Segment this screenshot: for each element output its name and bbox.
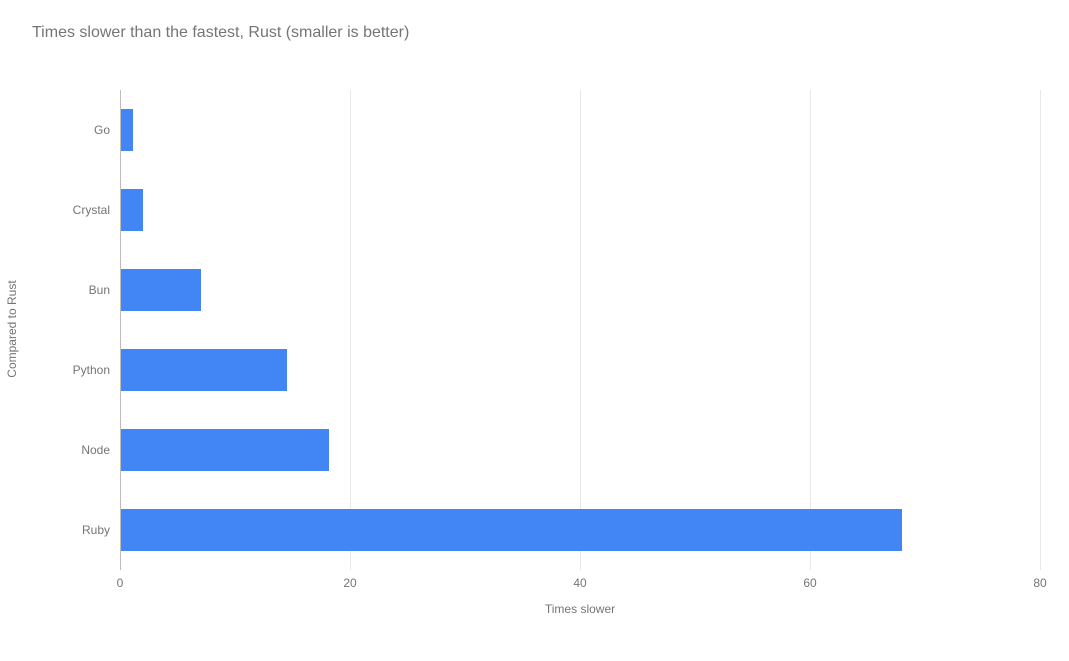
- y-category-label: Go: [94, 123, 110, 137]
- y-axis-title: Compared to Rust: [5, 249, 19, 409]
- x-tick-label: 0: [117, 576, 124, 590]
- gridline: [810, 90, 811, 570]
- x-tick-label: 60: [803, 576, 816, 590]
- bar: [121, 429, 329, 471]
- bar: [121, 109, 133, 151]
- y-category-label: Node: [81, 443, 110, 457]
- gridline: [580, 90, 581, 570]
- gridline: [1040, 90, 1041, 570]
- y-category-label: Crystal: [73, 203, 110, 217]
- bar: [121, 269, 201, 311]
- y-category-label: Bun: [89, 283, 110, 297]
- y-axis-line: [120, 90, 121, 570]
- gridline: [350, 90, 351, 570]
- x-tick-label: 20: [343, 576, 356, 590]
- x-tick-label: 40: [573, 576, 586, 590]
- chart-title: Times slower than the fastest, Rust (sma…: [32, 24, 409, 42]
- x-tick-label: 80: [1033, 576, 1046, 590]
- y-category-label: Python: [73, 363, 110, 377]
- bar: [121, 509, 902, 551]
- bar: [121, 349, 287, 391]
- bar: [121, 189, 143, 231]
- chart-container: Times slower than the fastest, Rust (sma…: [0, 0, 1069, 661]
- x-axis-title: Times slower: [545, 602, 615, 616]
- y-category-label: Ruby: [82, 523, 110, 537]
- plot-area: 020406080GoCrystalBunPythonNodeRuby: [120, 90, 1040, 570]
